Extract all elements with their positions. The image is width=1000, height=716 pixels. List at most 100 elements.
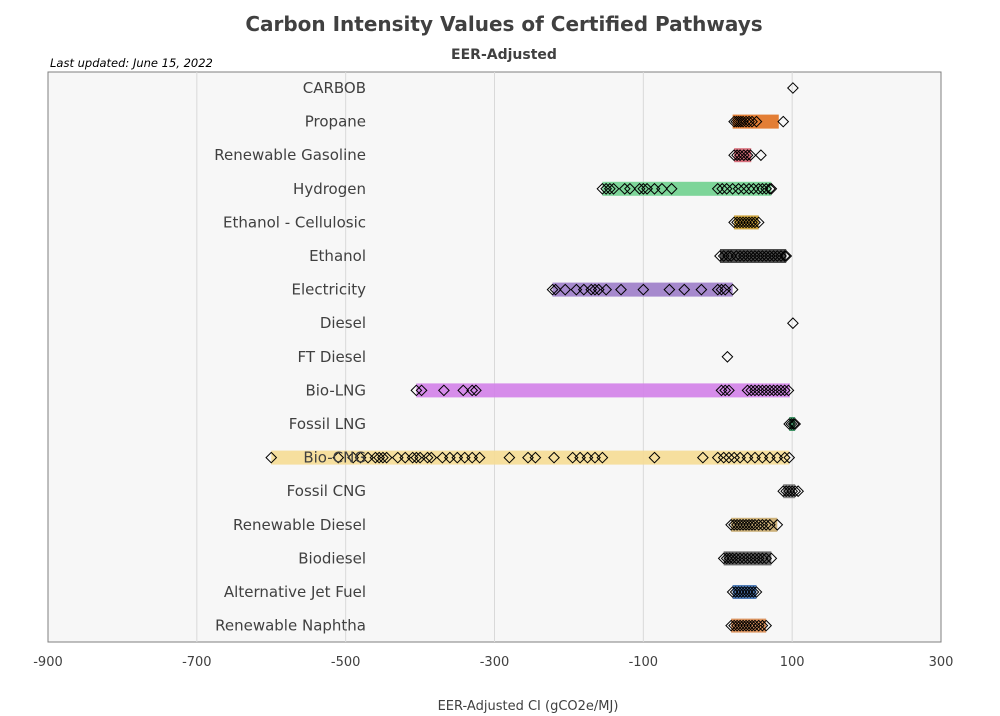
- data-point-electricity: [600, 283, 613, 296]
- category-label-bio-cng: Bio-CNG: [303, 449, 366, 467]
- data-point-propane: [750, 115, 763, 128]
- data-point-bio-lng: [778, 384, 791, 397]
- data-point-alternative-jet-fuel: [744, 586, 757, 598]
- data-point-ethanol-cellulosic: [752, 216, 765, 229]
- data-point-bio-cng: [332, 451, 345, 464]
- data-point-hydrogen: [637, 182, 650, 195]
- data-point-renewable-naphtha: [734, 619, 746, 632]
- data-point-bio-lng: [469, 384, 482, 397]
- category-label-biodiesel: Biodiesel: [298, 549, 366, 567]
- data-point-renewable-gasoline: [728, 149, 741, 162]
- data-point-bio-cng: [410, 451, 423, 464]
- data-point-fossil-lng: [785, 418, 798, 430]
- data-point-fossil-cng: [783, 485, 796, 498]
- data-point-renewable-diesel: [728, 518, 741, 531]
- data-point-ethanol: [714, 250, 726, 262]
- data-point-ethanol-cellulosic: [734, 216, 746, 229]
- data-point-alternative-jet-fuel: [747, 586, 760, 598]
- data-point-ethanol-cellulosic: [731, 216, 744, 229]
- data-point-bio-cng: [728, 451, 741, 464]
- data-point-bio-cng: [723, 451, 735, 464]
- category-label-fossil-cng: Fossil CNG: [287, 482, 366, 500]
- data-point-bio-cng: [548, 451, 560, 464]
- data-point-hydrogen: [603, 182, 616, 195]
- range-bar-alternative-jet-fuel: [732, 585, 757, 599]
- data-point-bio-lng: [723, 384, 735, 397]
- data-point-alternative-jet-fuel: [735, 586, 748, 598]
- data-point-ethanol: [722, 250, 735, 262]
- data-point-bio-cng: [425, 451, 438, 464]
- data-point-bio-cng: [711, 451, 724, 464]
- last-updated-note: Last updated: June 15, 2022: [50, 56, 213, 70]
- x-tick-label: 100: [780, 655, 805, 670]
- data-point-fossil-lng: [783, 418, 796, 430]
- data-point-bio-cng: [265, 451, 278, 464]
- data-point-ethanol: [780, 250, 793, 262]
- data-point-ethanol: [778, 250, 791, 262]
- data-point-renewable-diesel: [731, 518, 744, 531]
- data-point-biodiesel: [756, 552, 769, 565]
- range-bar-fossil-lng: [789, 417, 796, 431]
- data-point-renewable-naphtha: [725, 619, 738, 632]
- data-point-renewable-naphtha: [743, 619, 755, 632]
- data-point-fossil-cng: [777, 485, 790, 498]
- category-label-renewable-gasoline: Renewable Gasoline: [214, 146, 366, 164]
- data-point-bio-cng: [717, 451, 730, 464]
- data-point-alternative-jet-fuel: [726, 586, 739, 598]
- data-point-ethanol-cellulosic: [728, 216, 741, 229]
- data-point-biodiesel: [765, 552, 778, 565]
- data-point-bio-cng: [778, 451, 791, 464]
- data-point-bio-lng: [410, 384, 423, 397]
- data-point-electricity: [663, 283, 676, 296]
- data-point-bio-cng: [596, 451, 609, 464]
- category-label-alternative-jet-fuel: Alternative Jet Fuel: [224, 583, 366, 601]
- data-point-fossil-cng: [786, 485, 799, 498]
- data-point-renewable-naphtha: [731, 619, 744, 632]
- category-label-fossil-lng: Fossil LNG: [289, 415, 366, 433]
- data-point-bio-cng: [376, 451, 389, 464]
- x-tick-label: -700: [182, 655, 212, 670]
- data-point-propane: [734, 115, 747, 128]
- category-label-diesel: Diesel: [320, 314, 366, 332]
- data-point-electricity: [695, 283, 708, 296]
- grid-lines: [196, 72, 793, 642]
- data-point-fossil-cng: [792, 485, 805, 498]
- category-label-hydrogen: Hydrogen: [293, 180, 366, 198]
- data-point-carbob: [787, 82, 799, 94]
- data-point-electricity: [589, 283, 601, 296]
- data-point-fossil-lng: [789, 418, 802, 430]
- data-point-bio-cng: [696, 451, 709, 464]
- x-tick-label: -100: [629, 655, 659, 670]
- category-label-carbob: CARBOB: [303, 79, 366, 97]
- data-point-alternative-jet-fuel: [750, 586, 763, 598]
- data-point-hydrogen: [720, 182, 733, 195]
- category-label-electricity: Electricity: [291, 281, 366, 299]
- data-point-renewable-gasoline: [755, 149, 767, 162]
- data-point-bio-cng: [380, 451, 393, 464]
- data-point-ethanol-cellulosic: [749, 216, 761, 229]
- data-point-bio-cng: [421, 451, 434, 464]
- data-point-bio-cng: [503, 451, 516, 464]
- chart-title: Carbon Intensity Values of Certified Pat…: [245, 12, 762, 36]
- data-point-propane: [740, 115, 752, 128]
- chart-subtitle: EER-Adjusted: [451, 47, 557, 63]
- data-point-ethanol-cellulosic: [740, 216, 752, 229]
- category-label-renewable-naphtha: Renewable Naphtha: [215, 617, 366, 635]
- category-label-ethanol: Ethanol: [309, 247, 366, 265]
- data-point-renewable-naphtha: [756, 619, 769, 632]
- data-point-propane: [746, 115, 758, 128]
- data-point-hydrogen: [711, 182, 724, 195]
- data-point-ethanol-cellulosic: [737, 216, 749, 229]
- data-point-biodiesel: [720, 552, 733, 565]
- data-point-electricity: [678, 283, 691, 296]
- category-label-renewable-diesel: Renewable Diesel: [233, 516, 366, 534]
- range-bar-fossil-cng: [783, 484, 796, 499]
- data-point-renewable-gasoline: [744, 149, 757, 162]
- data-point-hydrogen: [665, 182, 678, 195]
- data-point-electricity: [637, 283, 650, 296]
- data-point-ethanol: [725, 250, 738, 262]
- data-point-hydrogen: [763, 182, 776, 195]
- data-point-diesel: [787, 317, 799, 330]
- data-point-electricity: [715, 283, 728, 296]
- data-point-fossil-cng: [780, 485, 793, 498]
